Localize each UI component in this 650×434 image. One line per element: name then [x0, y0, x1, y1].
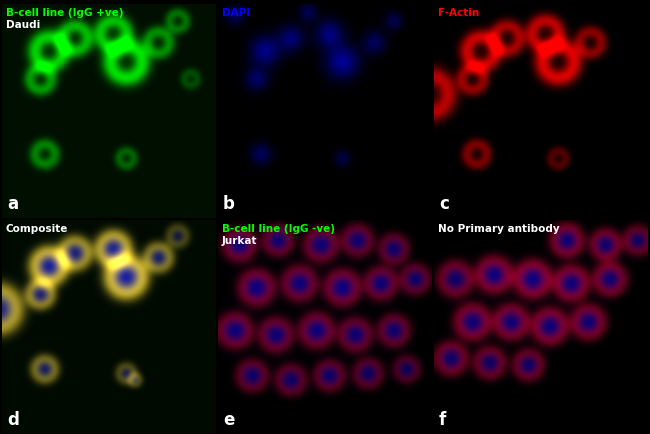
- Text: Composite: Composite: [6, 224, 68, 234]
- Text: F-Actin: F-Actin: [438, 8, 479, 18]
- Text: f: f: [439, 411, 447, 429]
- Text: d: d: [7, 411, 19, 429]
- Text: a: a: [7, 195, 18, 213]
- Text: B-cell line (IgG +ve): B-cell line (IgG +ve): [6, 8, 123, 18]
- Text: DAPI: DAPI: [222, 8, 250, 18]
- Text: c: c: [439, 195, 449, 213]
- Text: b: b: [223, 195, 235, 213]
- Text: B-cell line (IgG -ve): B-cell line (IgG -ve): [222, 224, 335, 234]
- Text: Daudi: Daudi: [6, 20, 40, 30]
- Text: No Primary antibody: No Primary antibody: [438, 224, 560, 234]
- Text: e: e: [223, 411, 235, 429]
- Text: Jurkat: Jurkat: [222, 236, 257, 246]
